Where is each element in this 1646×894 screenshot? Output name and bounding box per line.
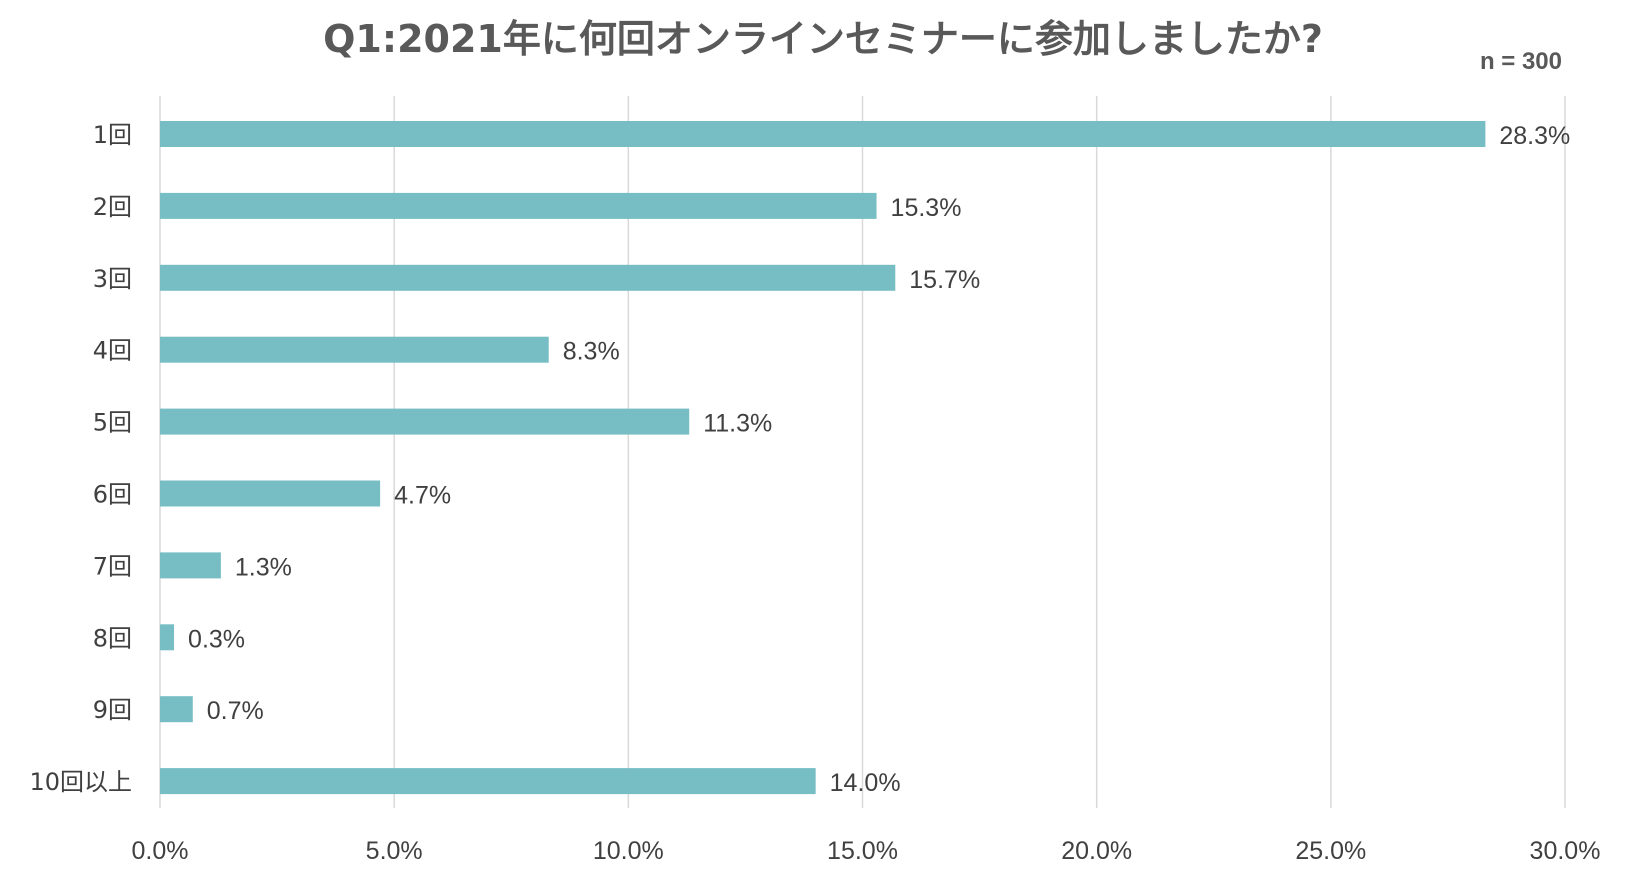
bar (160, 192, 877, 219)
data-label: 14.0% (830, 769, 901, 797)
bars (160, 121, 1486, 795)
x-tick-label: 0.0% (132, 837, 189, 865)
data-label: 8.3% (563, 338, 620, 366)
data-label: 15.7% (909, 266, 980, 294)
data-label: 1.3% (235, 553, 292, 581)
bar (160, 480, 381, 507)
bar (160, 121, 1486, 147)
data-label: 4.7% (394, 482, 451, 510)
category-label: 8回 (93, 624, 132, 652)
data-label: 11.3% (703, 410, 772, 438)
category-label: 5回 (93, 409, 132, 437)
category-label: 10回以上 (29, 768, 132, 796)
bar (160, 408, 690, 435)
category-label: 7回 (93, 552, 132, 580)
x-tick-label: 20.0% (1061, 837, 1132, 865)
category-label: 4回 (93, 337, 132, 365)
bar (160, 336, 549, 363)
x-tick-label: 5.0% (366, 837, 423, 865)
bar (160, 624, 175, 651)
x-tick-label: 15.0% (827, 837, 898, 865)
category-label: 2回 (93, 193, 132, 221)
x-tick-label: 10.0% (593, 837, 664, 865)
category-label: 1回 (93, 121, 132, 149)
category-label: 9回 (93, 696, 132, 724)
x-tick-label: 30.0% (1530, 837, 1601, 865)
bar (160, 552, 221, 579)
data-label: 28.3% (1499, 122, 1570, 150)
data-label: 0.3% (188, 625, 245, 653)
bar (160, 768, 816, 795)
bar (160, 264, 896, 291)
category-label: 3回 (93, 265, 132, 293)
data-label: 0.7% (207, 697, 264, 725)
chart-title: Q1:2021年に何回オンラインセミナーに参加しましたか? (323, 17, 1323, 61)
sample-size-note: n = 300 (1479, 48, 1562, 75)
x-tick-label: 25.0% (1295, 837, 1366, 865)
labels: 0.0% 5.0% 10.0% 15.0% 20.0% 25.0% 30.0% 1回 28.3%… (29, 121, 1600, 865)
category-label: 6回 (93, 481, 132, 509)
bar (160, 696, 193, 723)
data-label: 15.3% (891, 194, 962, 222)
